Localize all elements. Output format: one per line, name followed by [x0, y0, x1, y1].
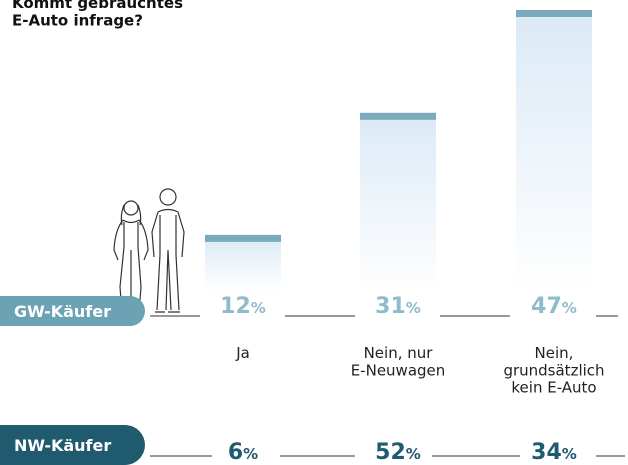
value-label: 31%	[375, 294, 421, 319]
legend-pill	[0, 425, 145, 465]
bar	[360, 112, 436, 293]
category-label: Nein, nur E-Neuwagen	[351, 344, 446, 379]
bar-body	[360, 112, 436, 293]
legend-label: GW-Käufer	[14, 302, 111, 321]
legend-pill	[0, 296, 145, 326]
bar-cap	[205, 234, 281, 242]
bar	[205, 234, 281, 292]
value-label: 47%	[531, 294, 577, 319]
value-label: 34%	[531, 440, 577, 465]
category-label: Nein, grundsätzlich kein E-Auto	[503, 344, 604, 397]
category-label: Ja	[235, 344, 250, 362]
value-label: 12%	[220, 294, 266, 319]
bar-body	[516, 10, 592, 292]
legend-label: NW-Käufer	[14, 436, 111, 455]
chart-title: Kommt gebrauchtes E-Auto infrage?	[12, 0, 183, 29]
bar-body	[205, 234, 281, 292]
bar-cap	[516, 10, 592, 17]
bar	[516, 10, 592, 292]
value-label: 6%	[228, 440, 258, 465]
bar-cap	[360, 112, 436, 120]
value-label: 52%	[375, 440, 421, 465]
people-illustration	[113, 188, 185, 313]
